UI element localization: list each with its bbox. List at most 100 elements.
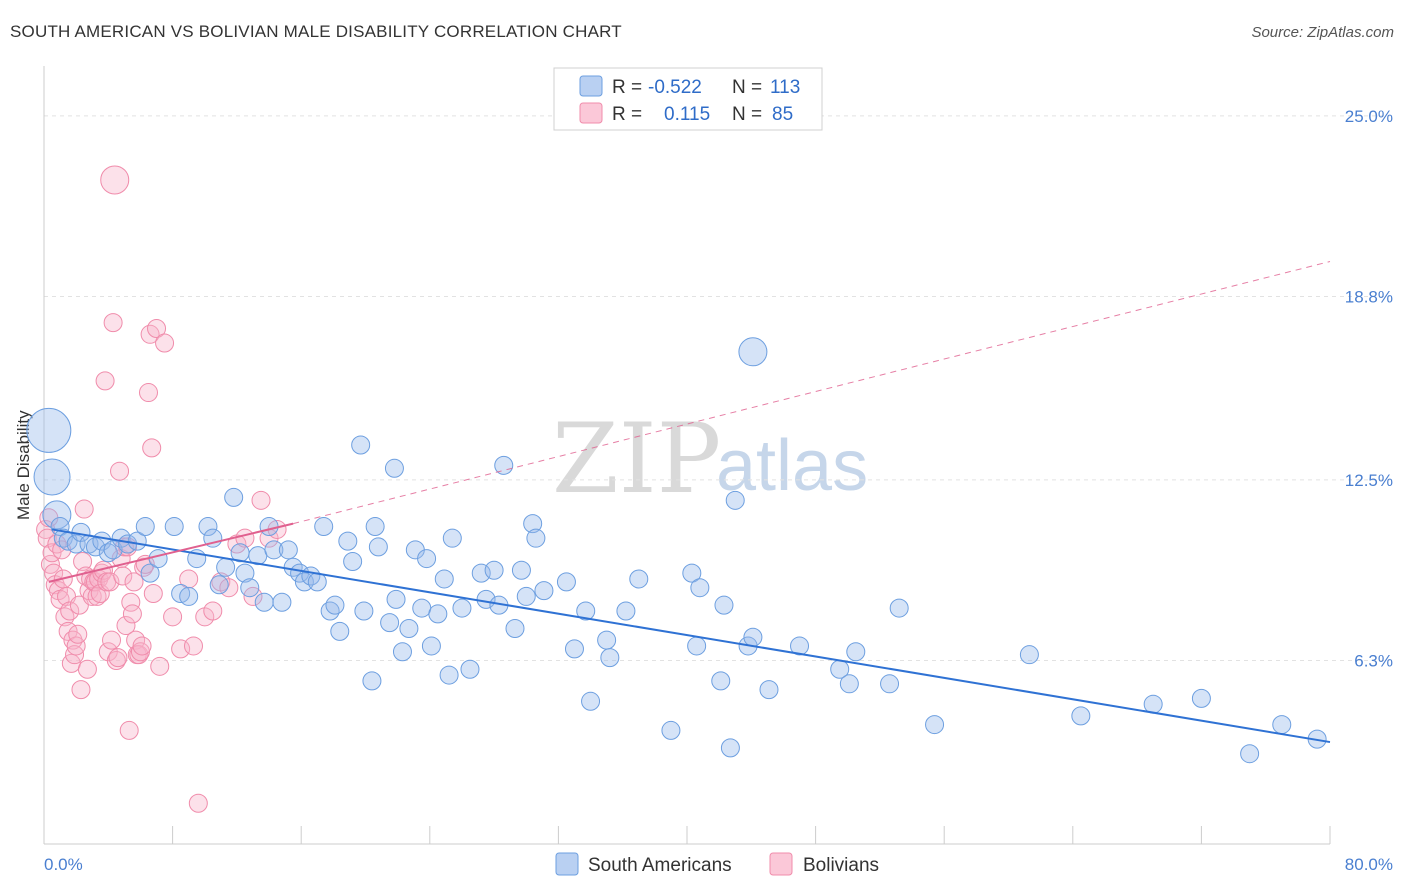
south-american-point-77 [526, 528, 546, 548]
bolivian-point-55 [124, 572, 144, 592]
bolivians-points [36, 165, 287, 813]
bolivian-point-46 [110, 461, 130, 481]
south-american-point-109 [1191, 688, 1211, 708]
bolivian-point-60 [132, 636, 152, 656]
bolivian-point-23 [73, 551, 93, 571]
south-american-point-101 [839, 674, 859, 694]
bolivian-point-45 [108, 648, 128, 668]
south-american-point-67 [460, 659, 480, 679]
south-american-point-1 [33, 458, 71, 496]
y-tick-label-2: 18.8% [1345, 287, 1393, 306]
bolivian-point-73 [183, 636, 203, 656]
chart-title: SOUTH AMERICAN VS BOLIVIAN MALE DISABILI… [10, 22, 622, 41]
legend-swatch-bolivian [579, 102, 603, 124]
south-american-point-70 [484, 560, 504, 580]
south-american-point-88 [682, 563, 702, 583]
bolivian-point-66 [143, 584, 163, 604]
south-american-point-81 [576, 601, 596, 621]
y-tick-label-1: 12.5% [1345, 471, 1393, 490]
south-american-point-80 [564, 639, 584, 659]
south-american-point-62 [428, 604, 448, 624]
south-american-point-93 [738, 337, 768, 367]
south-american-point-47 [343, 551, 363, 571]
south-american-point-51 [362, 671, 382, 691]
south-american-point-46 [338, 531, 358, 551]
south-american-point-49 [354, 601, 374, 621]
bolivian-point-24 [74, 499, 94, 519]
south-american-point-108 [1143, 694, 1163, 714]
south-american-point-86 [629, 569, 649, 589]
south-american-point-17 [140, 563, 160, 583]
south-american-point-102 [846, 642, 866, 662]
bolivian-point-43 [100, 165, 130, 195]
south-american-point-34 [264, 540, 284, 560]
south-american-point-15 [127, 531, 147, 551]
bolivian-point-40 [100, 572, 120, 592]
south-american-point-90 [687, 636, 707, 656]
south-americans-points [26, 337, 1327, 764]
bottom-legend-swatch-bolivian [769, 852, 793, 876]
south-american-point-63 [434, 569, 454, 589]
bolivian-point-15 [60, 601, 80, 621]
south-american-point-73 [505, 618, 525, 638]
south-american-point-59 [412, 598, 432, 618]
y-tick-label-3: 25.0% [1345, 107, 1393, 126]
south-american-point-16 [135, 517, 155, 537]
south-american-point-35 [272, 592, 292, 612]
bolivian-point-50 [116, 616, 136, 636]
south-american-point-61 [421, 636, 441, 656]
bolivian-point-70 [163, 607, 183, 627]
legend-n-value-south: 113 [770, 77, 800, 98]
south-american-point-103 [880, 674, 900, 694]
bolivian-point-52 [119, 720, 139, 740]
south-american-point-60 [417, 549, 437, 569]
bolivian-point-69 [155, 333, 175, 353]
bolivian-point-65 [142, 438, 162, 458]
south-american-point-91 [714, 595, 734, 615]
x-tick-label-max: 80.0% [1345, 855, 1393, 874]
series-legend: South Americans Bolivians [555, 852, 879, 876]
bolivian-point-37 [95, 371, 115, 391]
south-american-point-104 [889, 598, 909, 618]
south-american-point-85 [616, 601, 636, 621]
south-american-point-76 [523, 514, 543, 534]
source-label: Source: ZipAtlas.com [1251, 24, 1394, 41]
bolivian-point-68 [150, 656, 170, 676]
bolivian-point-54 [122, 604, 142, 624]
bottom-legend-bolivian: Bolivians [803, 855, 879, 876]
south-american-point-72 [494, 455, 514, 475]
bolivian-point-41 [102, 630, 122, 650]
south-american-point-32 [254, 592, 274, 612]
legend-n-label-bolivian: N = [732, 104, 762, 125]
south-american-point-36 [278, 540, 298, 560]
bolivian-point-22 [71, 680, 91, 700]
south-american-point-45 [330, 621, 350, 641]
south-american-point-29 [235, 563, 255, 583]
south-americans-trend-line [51, 528, 1331, 744]
bolivian-point-26 [77, 659, 97, 679]
south-american-point-65 [442, 528, 462, 548]
south-american-point-94 [711, 671, 731, 691]
bolivian-point-44 [106, 651, 126, 671]
south-american-point-95 [725, 490, 745, 510]
axes [43, 66, 1331, 845]
south-american-point-84 [600, 648, 620, 668]
south-american-point-98 [759, 680, 779, 700]
south-american-point-56 [392, 642, 412, 662]
south-american-point-44 [325, 595, 345, 615]
south-american-point-18 [148, 549, 168, 569]
south-american-point-87 [661, 720, 681, 740]
x-tick-label-min: 0.0% [44, 855, 83, 874]
y-tick-label-0: 6.3% [1354, 652, 1393, 671]
bolivian-point-20 [68, 624, 88, 644]
south-american-point-2 [42, 500, 72, 530]
bolivian-point-71 [171, 639, 191, 659]
south-american-point-78 [534, 581, 554, 601]
bolivian-point-67 [147, 318, 167, 338]
bolivian-point-76 [203, 601, 223, 621]
bottom-legend-swatch-south [555, 852, 579, 876]
south-american-point-99 [790, 636, 810, 656]
south-american-point-26 [216, 557, 236, 577]
bottom-legend-south: South Americans [588, 855, 732, 876]
